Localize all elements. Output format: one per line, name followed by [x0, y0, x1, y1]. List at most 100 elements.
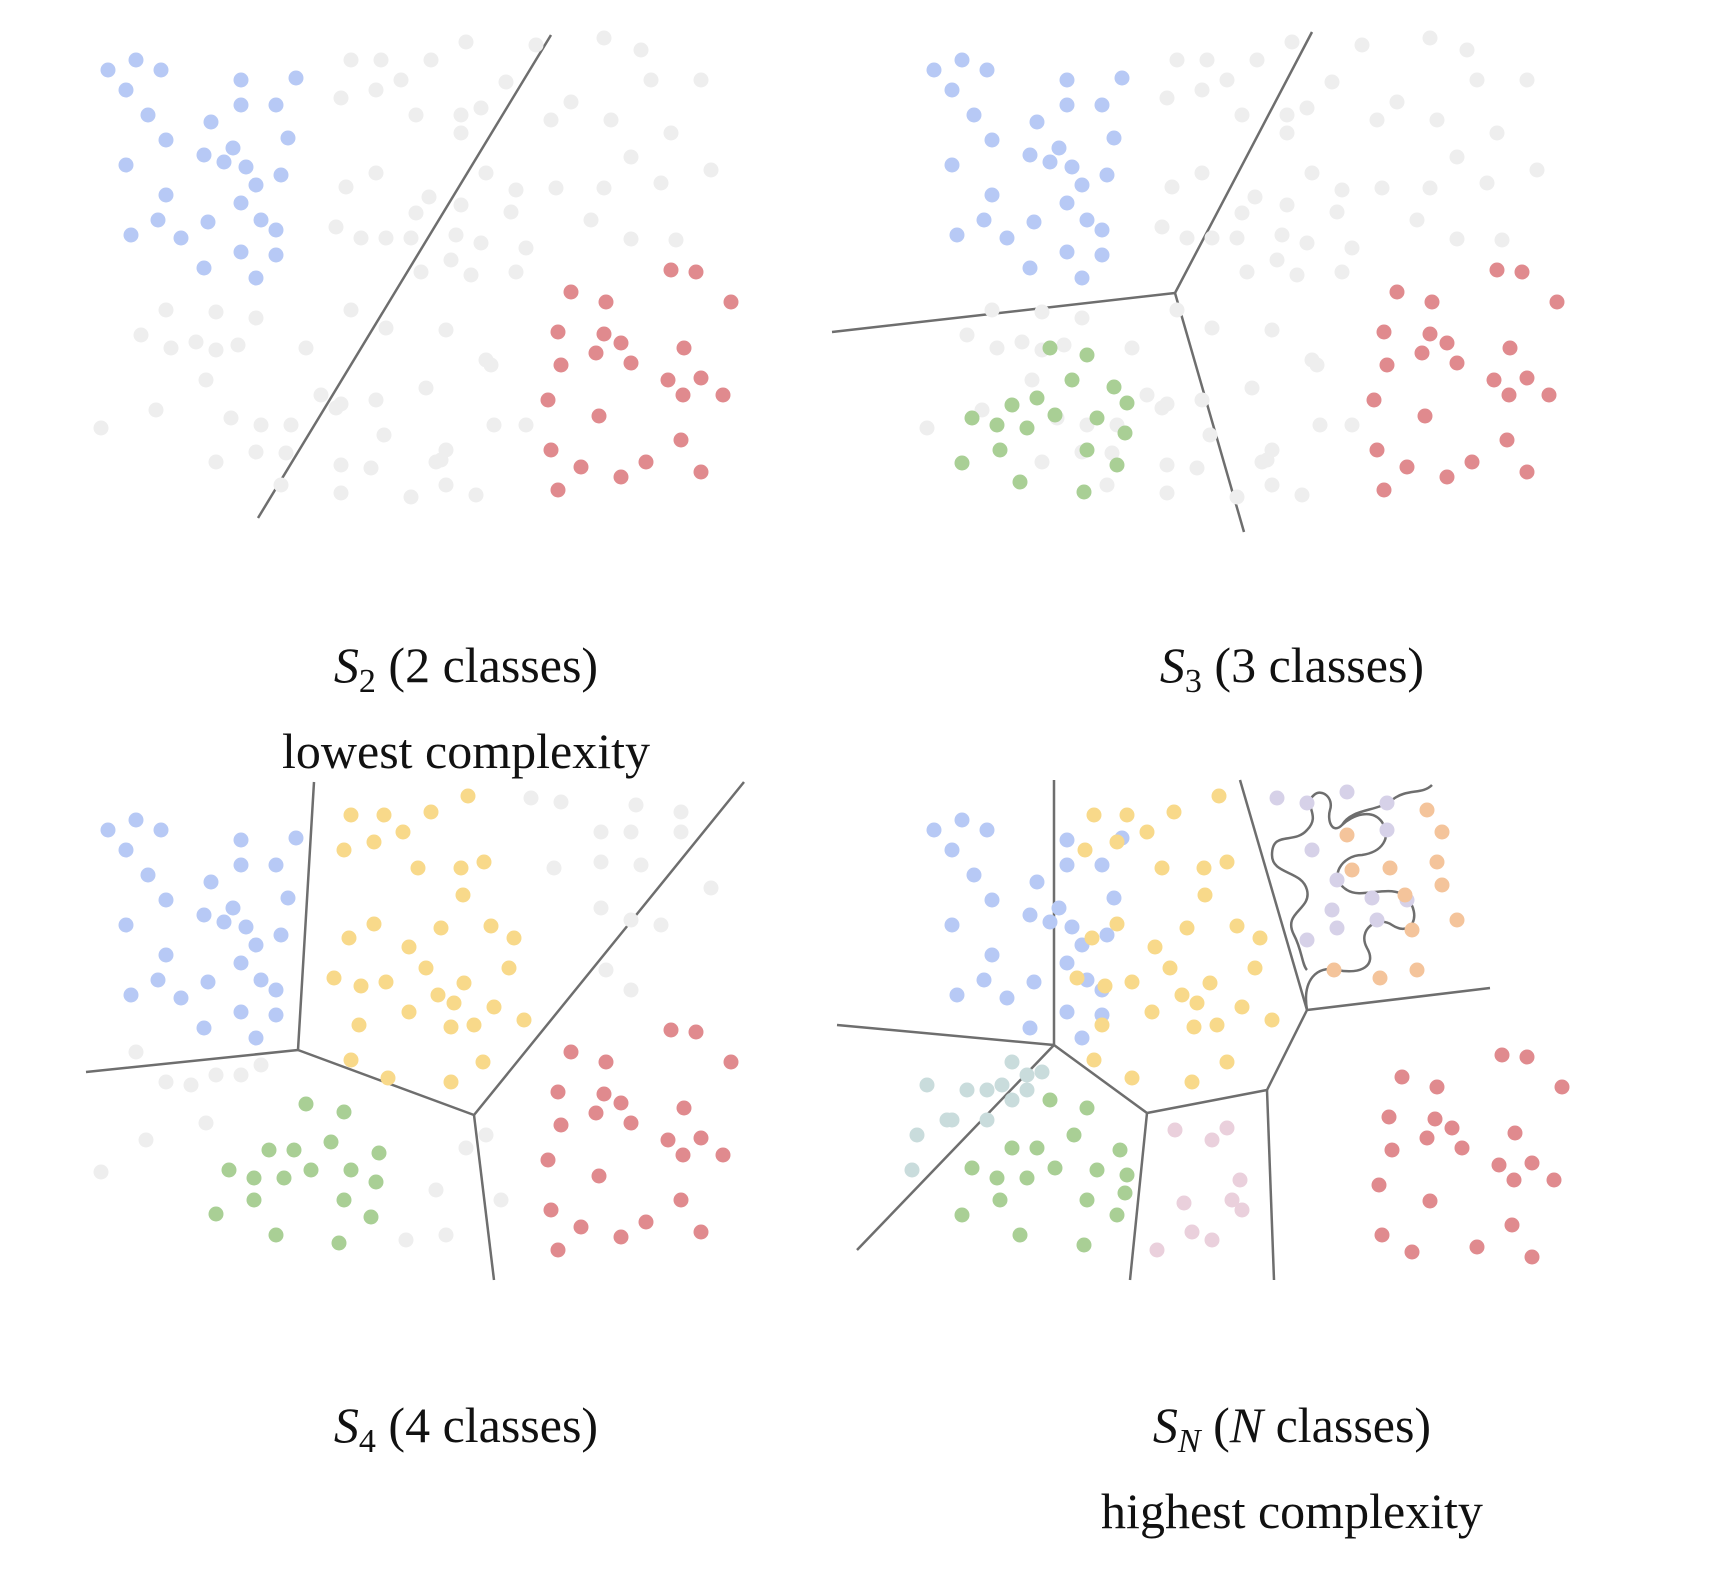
data-point-class-green	[371, 1145, 387, 1161]
data-point-class-red	[623, 355, 639, 371]
data-point-class-green	[268, 1227, 284, 1243]
data-point-unlabeled	[1139, 387, 1155, 403]
data-point-class-blue	[128, 812, 144, 828]
data-point-class-blue	[1026, 214, 1042, 230]
data-point-class-red	[543, 442, 559, 458]
data-point-class-red	[1404, 1244, 1420, 1260]
data-point-class-red	[1399, 459, 1415, 475]
data-point-class-pink	[1176, 1195, 1192, 1211]
data-point-unlabeled	[188, 334, 204, 350]
data-point-unlabeled	[543, 112, 559, 128]
data-point-class-green	[1004, 1140, 1020, 1156]
data-point-unlabeled	[653, 175, 669, 191]
data-point-class-orange	[1339, 827, 1355, 843]
data-point-unlabeled	[230, 337, 246, 353]
data-point-unlabeled	[1159, 485, 1175, 501]
data-point-unlabeled	[498, 74, 514, 90]
data-point-class-yellow	[443, 1074, 459, 1090]
data-point-class-red	[1486, 372, 1502, 388]
data-point-class-pink	[1232, 1172, 1248, 1188]
data-point-class-blue	[233, 244, 249, 260]
data-point-class-teal	[979, 1112, 995, 1128]
data-point-unlabeled	[438, 477, 454, 493]
data-point-class-pink	[1149, 1242, 1165, 1258]
data-point-class-teal	[1004, 1092, 1020, 1108]
data-point-unlabeled	[328, 219, 344, 235]
caption-title: S4 (4 classes)	[96, 1400, 836, 1486]
data-point-unlabeled	[668, 232, 684, 248]
data-point-class-blue	[268, 97, 284, 113]
data-point-unlabeled	[328, 400, 344, 416]
data-point-class-red	[1514, 264, 1530, 280]
data-point-class-blue	[1106, 890, 1122, 906]
data-point-unlabeled	[248, 310, 264, 326]
data-point-class-red	[1381, 1109, 1397, 1125]
data-point-unlabeled	[503, 204, 519, 220]
data-point-class-blue	[200, 974, 216, 990]
data-point-class-blue	[1026, 974, 1042, 990]
data-point-class-red	[1524, 1249, 1540, 1265]
data-point-unlabeled	[343, 302, 359, 318]
data-point-class-green	[964, 410, 980, 426]
data-point-class-yellow	[1174, 987, 1190, 1003]
data-point-unlabeled	[183, 1077, 199, 1093]
data-point-unlabeled	[438, 1227, 454, 1243]
data-point-class-red	[1507, 1125, 1523, 1141]
data-point-class-yellow	[1209, 1017, 1225, 1033]
data-point-unlabeled	[673, 824, 689, 840]
data-point-class-yellow	[1147, 939, 1163, 955]
data-point-unlabeled	[633, 42, 649, 58]
data-point-class-red	[540, 1152, 556, 1168]
data-point-unlabeled	[703, 162, 719, 178]
data-point-class-blue	[196, 1020, 212, 1036]
data-point-unlabeled	[403, 489, 419, 505]
data-point-unlabeled	[393, 72, 409, 88]
data-point-unlabeled	[233, 1067, 249, 1083]
data-point-class-green	[1079, 347, 1095, 363]
data-point-class-red	[1524, 1155, 1540, 1171]
data-point-class-blue	[1074, 270, 1090, 286]
data-point-unlabeled	[508, 264, 524, 280]
data-point-class-yellow	[1086, 807, 1102, 823]
data-point-class-yellow	[1229, 918, 1245, 934]
data-point-class-yellow	[443, 1019, 459, 1035]
data-point-class-purple	[1369, 912, 1385, 928]
data-point-unlabeled	[1312, 417, 1328, 433]
data-point-class-blue	[150, 212, 166, 228]
data-point-class-blue	[288, 70, 304, 86]
data-point-class-yellow	[516, 1012, 532, 1028]
data-point-class-teal	[1034, 1064, 1050, 1080]
data-point-class-blue	[1094, 97, 1110, 113]
data-point-class-red	[1469, 1239, 1485, 1255]
data-point-class-blue	[1059, 244, 1075, 260]
data-point-unlabeled	[421, 189, 437, 205]
data-point-class-blue	[984, 132, 1000, 148]
data-point-unlabeled	[1299, 100, 1315, 116]
data-point-class-red	[596, 1086, 612, 1102]
data-point-unlabeled	[1329, 204, 1345, 220]
data-point-unlabeled	[1422, 180, 1438, 196]
data-point-class-red	[573, 459, 589, 475]
data-point-class-green	[954, 1207, 970, 1223]
data-point-class-red	[1494, 1047, 1510, 1063]
panel-4-classes	[85, 781, 836, 1350]
data-point-class-blue	[100, 822, 116, 838]
data-point-unlabeled	[158, 302, 174, 318]
data-point-unlabeled	[1099, 477, 1115, 493]
data-point-class-blue	[1022, 260, 1038, 276]
data-point-class-green	[261, 1142, 277, 1158]
data-point-unlabeled	[208, 1067, 224, 1083]
data-point-unlabeled	[208, 342, 224, 358]
data-point-class-yellow	[1196, 860, 1212, 876]
data-point-unlabeled	[368, 165, 384, 181]
data-point-unlabeled	[673, 804, 689, 820]
data-point-unlabeled	[1244, 380, 1260, 396]
data-point-unlabeled	[663, 125, 679, 141]
data-point-class-teal	[919, 1077, 935, 1093]
data-point-unlabeled	[1239, 264, 1255, 280]
data-point-class-blue	[944, 82, 960, 98]
data-point-unlabeled	[693, 72, 709, 88]
data-point-class-green	[1029, 390, 1045, 406]
panel-3-classes	[831, 30, 1662, 585]
data-point-class-red	[1422, 1193, 1438, 1209]
